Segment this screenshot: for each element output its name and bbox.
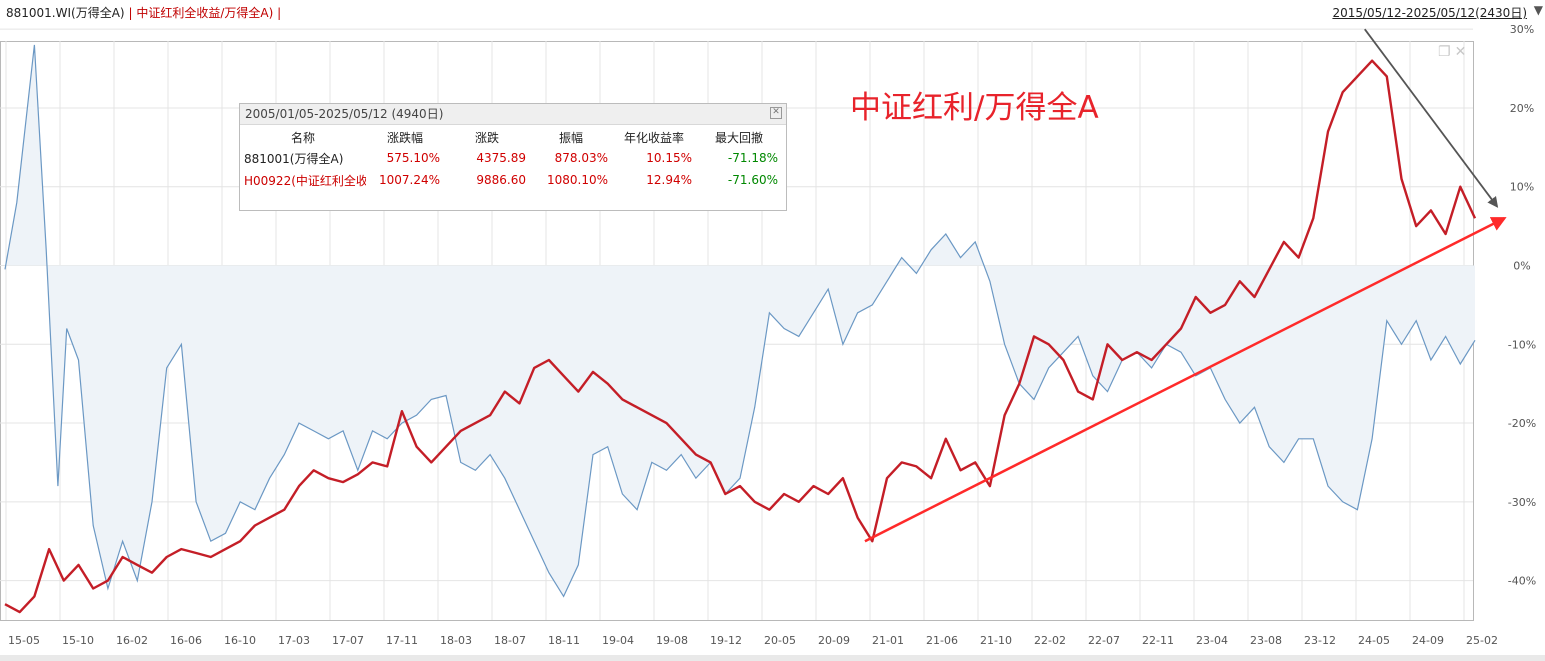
legend-series-wind-all-a[interactable]: 881001.WI(万得全A) xyxy=(6,6,125,20)
column-header-change: 涨跌 xyxy=(474,130,499,145)
column-header-pct: 涨跌幅 xyxy=(386,130,423,145)
horizontal-scrollbar[interactable] xyxy=(0,655,1545,661)
series-line-wind-all-a xyxy=(4,44,1476,598)
y-tick-label: -20% xyxy=(1508,417,1536,430)
y-tick-label: 20% xyxy=(1510,102,1534,115)
column-header-annual: 年化收益率 xyxy=(623,130,684,145)
x-tick-label: 22-07 xyxy=(1088,634,1120,647)
x-tick-label: 16-02 xyxy=(116,634,148,647)
x-tick-label: 25-02 xyxy=(1466,634,1498,647)
row-name: H00922(中证红利全收 xyxy=(244,173,366,188)
row-drawdown: -71.18% xyxy=(727,151,778,165)
x-tick-label: 23-04 xyxy=(1196,634,1228,647)
row-amplitude: 1080.10% xyxy=(546,173,608,187)
legend-series-dividend-ratio[interactable]: 中证红利全收益/万得全A) xyxy=(136,6,274,20)
x-tick-label: 23-12 xyxy=(1304,634,1336,647)
x-tick-label: 19-04 xyxy=(602,634,634,647)
x-tick-label: 22-02 xyxy=(1034,634,1066,647)
row-drawdown: -71.60% xyxy=(727,173,778,187)
x-tick-label: 15-05 xyxy=(8,634,40,647)
stats-panel: 2005/01/05-2025/05/12 (4940日) ✕ 名称 涨跌幅 涨… xyxy=(239,103,787,211)
close-icon[interactable]: ✕ xyxy=(770,107,782,119)
restore-window-icon[interactable]: ❐ xyxy=(1438,44,1451,60)
y-tick-label: 10% xyxy=(1510,181,1534,194)
x-tick-label: 16-10 xyxy=(224,634,256,647)
x-tick-label: 20-05 xyxy=(764,634,796,647)
x-tick-label: 16-06 xyxy=(170,634,202,647)
table-row[interactable]: H00922(中证红利全收 1007.24% 9886.60 1080.10% … xyxy=(240,169,782,191)
column-header-drawdown: 最大回撤 xyxy=(714,130,763,145)
row-name: 881001(万得全A) xyxy=(244,151,344,166)
x-tick-label: 22-11 xyxy=(1142,634,1174,647)
x-tick-label: 17-07 xyxy=(332,634,364,647)
row-amplitude: 878.03% xyxy=(554,151,608,165)
y-tick-label: -40% xyxy=(1508,575,1536,588)
chart-annotation: 中证红利/万得全A xyxy=(850,90,1099,126)
column-header-name: 名称 xyxy=(290,130,315,145)
x-tick-label: 24-09 xyxy=(1412,634,1444,647)
stats-panel-title: 2005/01/05-2025/05/12 (4940日) ✕ xyxy=(240,104,786,125)
series-legend: 881001.WI(万得全A) | 中证红利全收益/万得全A) | xyxy=(6,4,281,21)
x-tick-label: 18-03 xyxy=(440,634,472,647)
trend-arrow-gray xyxy=(1364,28,1499,208)
x-tick-label: 19-08 xyxy=(656,634,688,647)
x-tick-label: 19-12 xyxy=(710,634,742,647)
stats-table: 名称 涨跌幅 涨跌 振幅 年化收益率 最大回撤 881001(万得全A) 575… xyxy=(240,127,782,191)
x-tick-label: 17-11 xyxy=(386,634,418,647)
chart-header: 881001.WI(万得全A) | 中证红利全收益/万得全A) | 2015/0… xyxy=(0,0,1545,24)
legend-separator-trailing: | xyxy=(277,6,282,20)
x-tick-label: 23-08 xyxy=(1250,634,1282,647)
column-header-amplitude: 振幅 xyxy=(558,130,583,145)
x-tick-label: 21-01 xyxy=(872,634,904,647)
row-annual: 10.15% xyxy=(646,151,692,165)
x-tick-label: 17-03 xyxy=(278,634,310,647)
row-pct: 575.10% xyxy=(386,151,440,165)
x-tick-label: 21-10 xyxy=(980,634,1012,647)
series-area-fill xyxy=(5,44,1475,597)
row-change: 9886.60 xyxy=(476,173,526,187)
close-icon[interactable]: ✕ xyxy=(1454,44,1467,60)
row-annual: 12.94% xyxy=(646,173,692,187)
row-pct: 1007.24% xyxy=(378,173,440,187)
x-tick-label: 18-11 xyxy=(548,634,580,647)
y-tick-label: -10% xyxy=(1508,338,1536,351)
stats-panel-period: 2005/01/05-2025/05/12 (4940日) xyxy=(245,107,444,121)
x-tick-label: 18-07 xyxy=(494,634,526,647)
table-row[interactable]: 881001(万得全A) 575.10% 4375.89 878.03% 10.… xyxy=(240,147,782,169)
chart-window-controls: ❐ ✕ xyxy=(1434,44,1466,60)
x-tick-label: 24-05 xyxy=(1358,634,1390,647)
trend-arrow-red xyxy=(864,217,1507,543)
legend-separator: | xyxy=(128,6,133,20)
series-line-dividend-ratio xyxy=(4,59,1477,614)
x-tick-label: 20-09 xyxy=(818,634,850,647)
x-tick-label: 21-06 xyxy=(926,634,958,647)
x-tick-label: 15-10 xyxy=(62,634,94,647)
y-tick-label: 30% xyxy=(1510,23,1534,36)
y-tick-label: 0% xyxy=(1513,260,1530,273)
y-tick-label: -30% xyxy=(1508,496,1536,509)
date-range-selector[interactable]: 2015/05/12-2025/05/12(2430日) xyxy=(1332,6,1527,20)
row-change: 4375.89 xyxy=(476,151,526,165)
triangle-down-icon[interactable]: ▼ xyxy=(1533,3,1543,17)
